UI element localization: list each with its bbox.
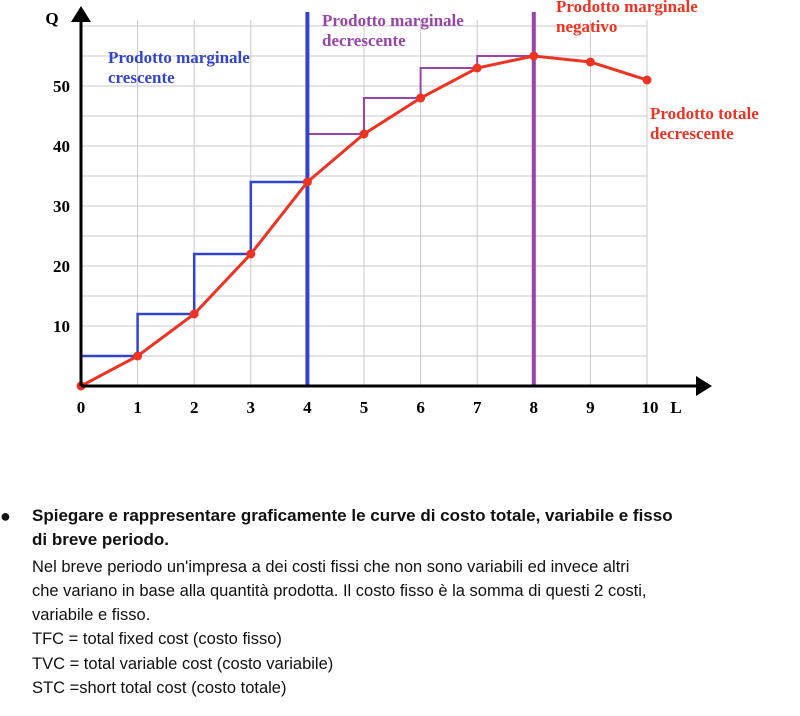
- x-tick-label-0: 0: [77, 398, 86, 417]
- y-axis-label: Q: [45, 9, 58, 28]
- annotation-negativo: Prodotto marginale negativo: [556, 0, 698, 37]
- annotation-totale-line1: Prodotto totale: [650, 104, 759, 123]
- data-point-10: [642, 75, 652, 85]
- data-point-5: [359, 129, 369, 139]
- answer-line-3: variabile e fisso.: [32, 606, 151, 624]
- x-tick-label-7: 7: [473, 398, 482, 417]
- data-point-6: [416, 93, 426, 103]
- annotation-negativo-line2: negativo: [556, 17, 618, 36]
- x-tick-label-9: 9: [586, 398, 595, 417]
- x-tick-label-1: 1: [133, 398, 142, 417]
- data-point-9: [585, 57, 595, 67]
- marginal-step-6: [419, 67, 478, 98]
- y-tick-label-50: 50: [53, 77, 70, 96]
- annotation-decrescente: Prodotto marginale decrescente: [322, 11, 464, 51]
- x-tick-label-3: 3: [247, 398, 256, 417]
- bullet-icon: ●: [0, 506, 11, 526]
- annotation-totale: Prodotto totale decrescente: [650, 104, 759, 144]
- data-point-1: [133, 351, 143, 361]
- annotation-crescente: Prodotto marginale crescente: [108, 48, 250, 88]
- x-tick-label-8: 8: [530, 398, 539, 417]
- x-tick-label-10: 10: [642, 398, 659, 417]
- y-tick-label-10: 10: [53, 317, 70, 336]
- chart-container: 0 1 2 3 4 5 6 7 8 9 10 10 20 30 40 50 L Q Prodotto margin…: [45, 0, 759, 417]
- data-point-7: [472, 63, 482, 73]
- question-line-1: Spiegare e rappresentare graficamente le…: [32, 506, 673, 525]
- marginal-step-5: [363, 97, 421, 134]
- bullet-item: ● Spiegare e rappresentare graficamente …: [0, 504, 800, 701]
- tvc-definition: TVC = total variable cost (costo variabi…: [32, 654, 334, 673]
- production-chart: 0 1 2 3 4 5 6 7 8 9 10 10 20 30 40 50 L Q: [45, 6, 712, 417]
- x-axis-arrow-icon: [696, 376, 712, 396]
- x-tick-label-2: 2: [190, 398, 199, 417]
- y-tick-label-20: 20: [53, 257, 70, 276]
- marginal-step-1: [136, 312, 195, 356]
- y-axis-arrow-icon: [71, 6, 91, 22]
- annotation-decrescente-line1: Prodotto marginale: [322, 11, 464, 30]
- marginal-step-2: [192, 252, 251, 314]
- data-point-4: [302, 177, 312, 187]
- tfc-definition: TFC = total fixed cost (costo fisso): [32, 630, 282, 648]
- annotation-negativo-line1: Prodotto marginale: [556, 0, 698, 16]
- data-point-8: [529, 51, 539, 61]
- data-point-2: [189, 309, 199, 319]
- y-tick-label-30: 30: [53, 197, 70, 216]
- question-line-2: di breve periodo.: [32, 530, 169, 549]
- y-tick-label-40: 40: [53, 137, 70, 156]
- data-point-3: [246, 249, 256, 259]
- question-title: Spiegare e rappresentare graficamente le…: [32, 504, 800, 552]
- x-axis-label: L: [670, 398, 681, 417]
- x-tick-label-4: 4: [303, 398, 312, 417]
- answer-line-1: Nel breve periodo un'impresa a dei costi…: [32, 558, 630, 576]
- annotation-decrescente-line2: decrescente: [322, 31, 406, 50]
- x-tick-label-5: 5: [360, 398, 369, 417]
- answer-line-2: che variano in base alla quantità prodot…: [32, 582, 647, 600]
- text-section: ● Spiegare e rappresentare graficamente …: [0, 504, 800, 701]
- marginal-step-3: [249, 180, 308, 254]
- x-tick-label-6: 6: [416, 398, 425, 417]
- annotation-crescente-line2: crescente: [108, 68, 175, 87]
- answer-paragraph: Nel breve periodo un'impresa a dei costi…: [32, 555, 800, 627]
- annotation-totale-line2: decrescente: [650, 124, 734, 143]
- annotation-crescente-line1: Prodotto marginale: [108, 48, 250, 67]
- stc-definition: STC =short total cost (costo totale): [32, 679, 287, 697]
